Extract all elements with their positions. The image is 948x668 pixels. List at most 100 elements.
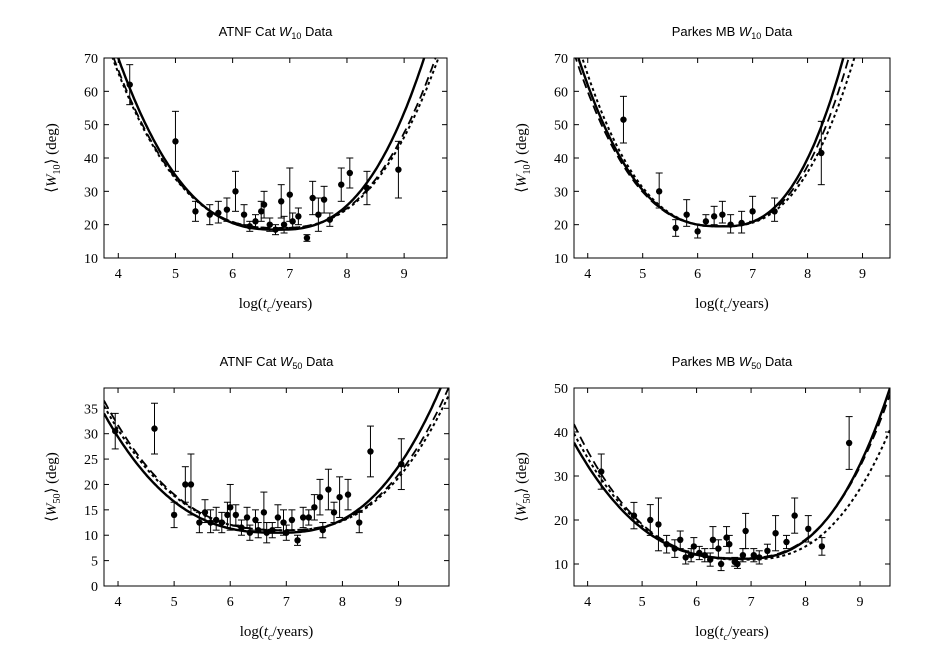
data-marker [272,226,279,233]
data-point [718,200,726,224]
data-marker [172,138,179,145]
data-marker [283,529,290,536]
data-point [725,534,733,554]
data-marker [260,201,268,208]
data-point [246,220,254,232]
x-axis-label: log(tc/years) [240,624,314,643]
y-tick-label: 10 [84,252,98,267]
data-point [201,499,209,524]
data-point [226,483,234,531]
y-tick-label: 30 [554,470,568,485]
data-marker [739,552,747,559]
data-point [246,524,254,541]
data-point [706,552,714,567]
data-point [218,511,226,534]
data-marker [772,530,779,537]
data-marker [709,536,717,543]
model-curve-dashed [574,394,890,560]
x-tick-label: 8 [339,595,346,610]
x-tick-label: 4 [584,595,591,610]
data-marker [223,206,231,213]
data-point [772,515,780,552]
data-point [310,494,318,521]
chart-title: ATNF Cat W50 Data [220,354,335,371]
data-marker [756,554,763,561]
chart-panel: 4 5 6 7 8 9 10 20 30 40 50 60 70 ATNF Cat W10 Data log… [44,24,448,315]
data-marker [112,427,119,435]
data-point [782,534,790,550]
data-point [324,468,332,511]
data-marker [683,211,690,218]
data-marker [240,211,248,218]
data-point [817,120,825,186]
x-tick-label: 7 [283,595,290,610]
x-tick-label: 7 [286,267,293,282]
model-curve-dashed [104,388,449,532]
data-point [171,110,179,172]
data-point [702,214,710,227]
data-marker [655,521,662,528]
y-tick-label: 20 [554,514,568,529]
data-marker [315,211,322,218]
data-point [214,200,222,224]
data-marker [311,504,318,511]
data-marker [278,198,285,205]
data-point [733,559,741,569]
data-marker [294,537,301,544]
data-marker [309,194,316,202]
data-marker [207,519,214,526]
y-tick-label: 60 [84,85,98,100]
x-tick-label: 9 [857,595,864,610]
x-tick-label: 4 [115,267,122,282]
data-point [251,214,259,229]
data-point [170,501,178,529]
data-marker [320,196,328,203]
data-marker [671,545,678,552]
data-marker [330,509,338,516]
chart-title: ATNF Cat W10 Data [219,24,334,41]
model-curve-dotted [574,429,890,561]
data-point [366,425,374,478]
data-point [232,504,240,526]
data-point [771,197,779,222]
data-point [212,506,220,531]
data-marker [218,519,226,526]
data-point [274,504,282,529]
data-marker [151,425,158,432]
model-curve-solid [574,388,890,560]
data-point [299,506,307,529]
x-tick-label: 8 [343,267,350,282]
data-marker [280,519,287,526]
y-tick-label: 50 [84,119,98,134]
x-tick-label: 9 [401,267,408,282]
data-marker [677,536,684,543]
data-marker [346,169,354,177]
data-marker [192,208,199,215]
data-point [597,453,605,490]
data-marker [719,211,726,218]
data-point [231,170,239,212]
data-point [394,140,402,199]
data-point [126,64,134,106]
y-axis-label: ⟨W10⟩ (deg) [44,123,63,193]
y-tick-label: 20 [84,478,98,493]
y-tick-label: 5 [91,555,98,570]
data-point [791,497,799,534]
data-marker [598,468,605,475]
y-tick-label: 20 [554,219,568,234]
data-marker [266,221,273,228]
data-marker [232,188,239,195]
data-marker [701,552,708,559]
data-point [701,548,709,563]
data-point [654,497,662,552]
data-point [206,204,214,226]
data-point [260,491,268,534]
data-marker [738,219,745,227]
data-point [355,511,363,534]
data-point [266,217,274,232]
data-marker [295,213,302,220]
data-point [683,199,691,227]
model-curve-dotted [104,394,449,532]
data-point [739,548,747,563]
data-point [277,184,285,219]
